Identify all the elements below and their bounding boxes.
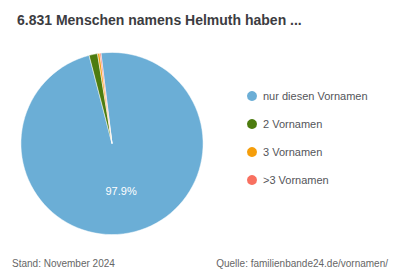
svg-text:>3 Vornamen: >3 Vornamen [263,174,329,186]
svg-text:Quelle: familienbande24.de/vor: Quelle: familienbande24.de/vornamen/ [216,258,388,269]
svg-text:nur diesen Vornamen: nur diesen Vornamen [263,90,368,102]
svg-text:3 Vornamen: 3 Vornamen [263,146,322,158]
svg-text:6.831 Menschen namens Helmuth: 6.831 Menschen namens Helmuth haben ... [17,12,302,28]
svg-text:2 Vornamen: 2 Vornamen [263,118,322,130]
svg-text:Stand: November 2024: Stand: November 2024 [12,258,115,269]
svg-text:97.9%: 97.9% [105,185,136,197]
